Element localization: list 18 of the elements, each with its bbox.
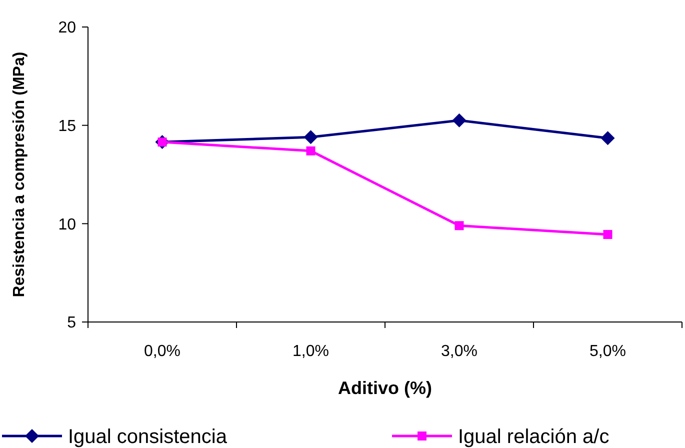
point [600,131,615,146]
x-tick-label: 1,0% [292,343,329,360]
point [306,146,316,156]
point [454,221,464,230]
x-tick-label: 5,0% [590,343,626,360]
point [304,130,318,144]
y-tick-label: 5 [67,314,76,332]
y-tick-label: 20 [58,20,76,37]
x-tick-label: 3,0% [441,343,478,360]
y-tick-label: 15 [58,118,76,135]
legend-label: Igual consistencia [68,426,228,448]
y-tick-label: 10 [58,216,76,234]
x-axis-title: Aditivo (%) [338,378,432,398]
y-axis-title: Resistencia a compresión (MPa) [11,52,28,298]
point [452,113,466,128]
x-tick-label: 0,0% [144,343,180,360]
legend-label: Igual relación a/c [458,426,610,448]
point [603,230,612,239]
